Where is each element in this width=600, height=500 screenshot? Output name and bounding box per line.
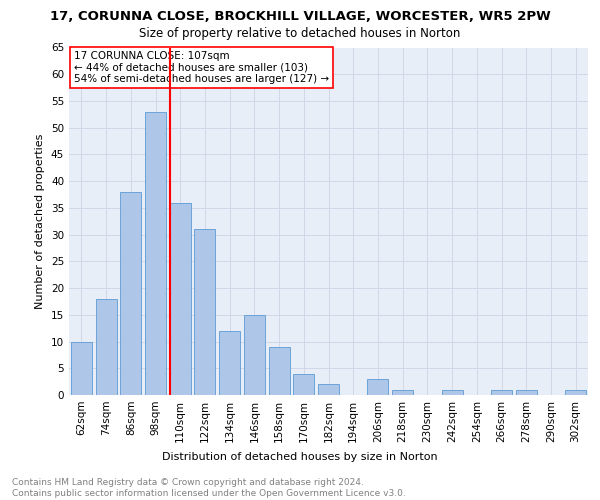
Text: Contains HM Land Registry data © Crown copyright and database right 2024.
Contai: Contains HM Land Registry data © Crown c… <box>12 478 406 498</box>
Text: 17 CORUNNA CLOSE: 107sqm
← 44% of detached houses are smaller (103)
54% of semi-: 17 CORUNNA CLOSE: 107sqm ← 44% of detach… <box>74 51 329 84</box>
Bar <box>565 390 586 395</box>
Bar <box>194 230 215 395</box>
Bar <box>392 390 413 395</box>
Bar <box>293 374 314 395</box>
Bar <box>367 379 388 395</box>
Bar <box>95 299 116 395</box>
Text: Distribution of detached houses by size in Norton: Distribution of detached houses by size … <box>162 452 438 462</box>
Bar <box>170 202 191 395</box>
Bar <box>71 342 92 395</box>
Bar <box>269 347 290 395</box>
Y-axis label: Number of detached properties: Number of detached properties <box>35 134 46 309</box>
Bar <box>145 112 166 395</box>
Bar <box>219 331 240 395</box>
Bar <box>516 390 537 395</box>
Bar <box>491 390 512 395</box>
Text: 17, CORUNNA CLOSE, BROCKHILL VILLAGE, WORCESTER, WR5 2PW: 17, CORUNNA CLOSE, BROCKHILL VILLAGE, WO… <box>50 10 550 23</box>
Bar <box>120 192 141 395</box>
Text: Size of property relative to detached houses in Norton: Size of property relative to detached ho… <box>139 28 461 40</box>
Bar <box>442 390 463 395</box>
Bar <box>244 315 265 395</box>
Bar <box>318 384 339 395</box>
